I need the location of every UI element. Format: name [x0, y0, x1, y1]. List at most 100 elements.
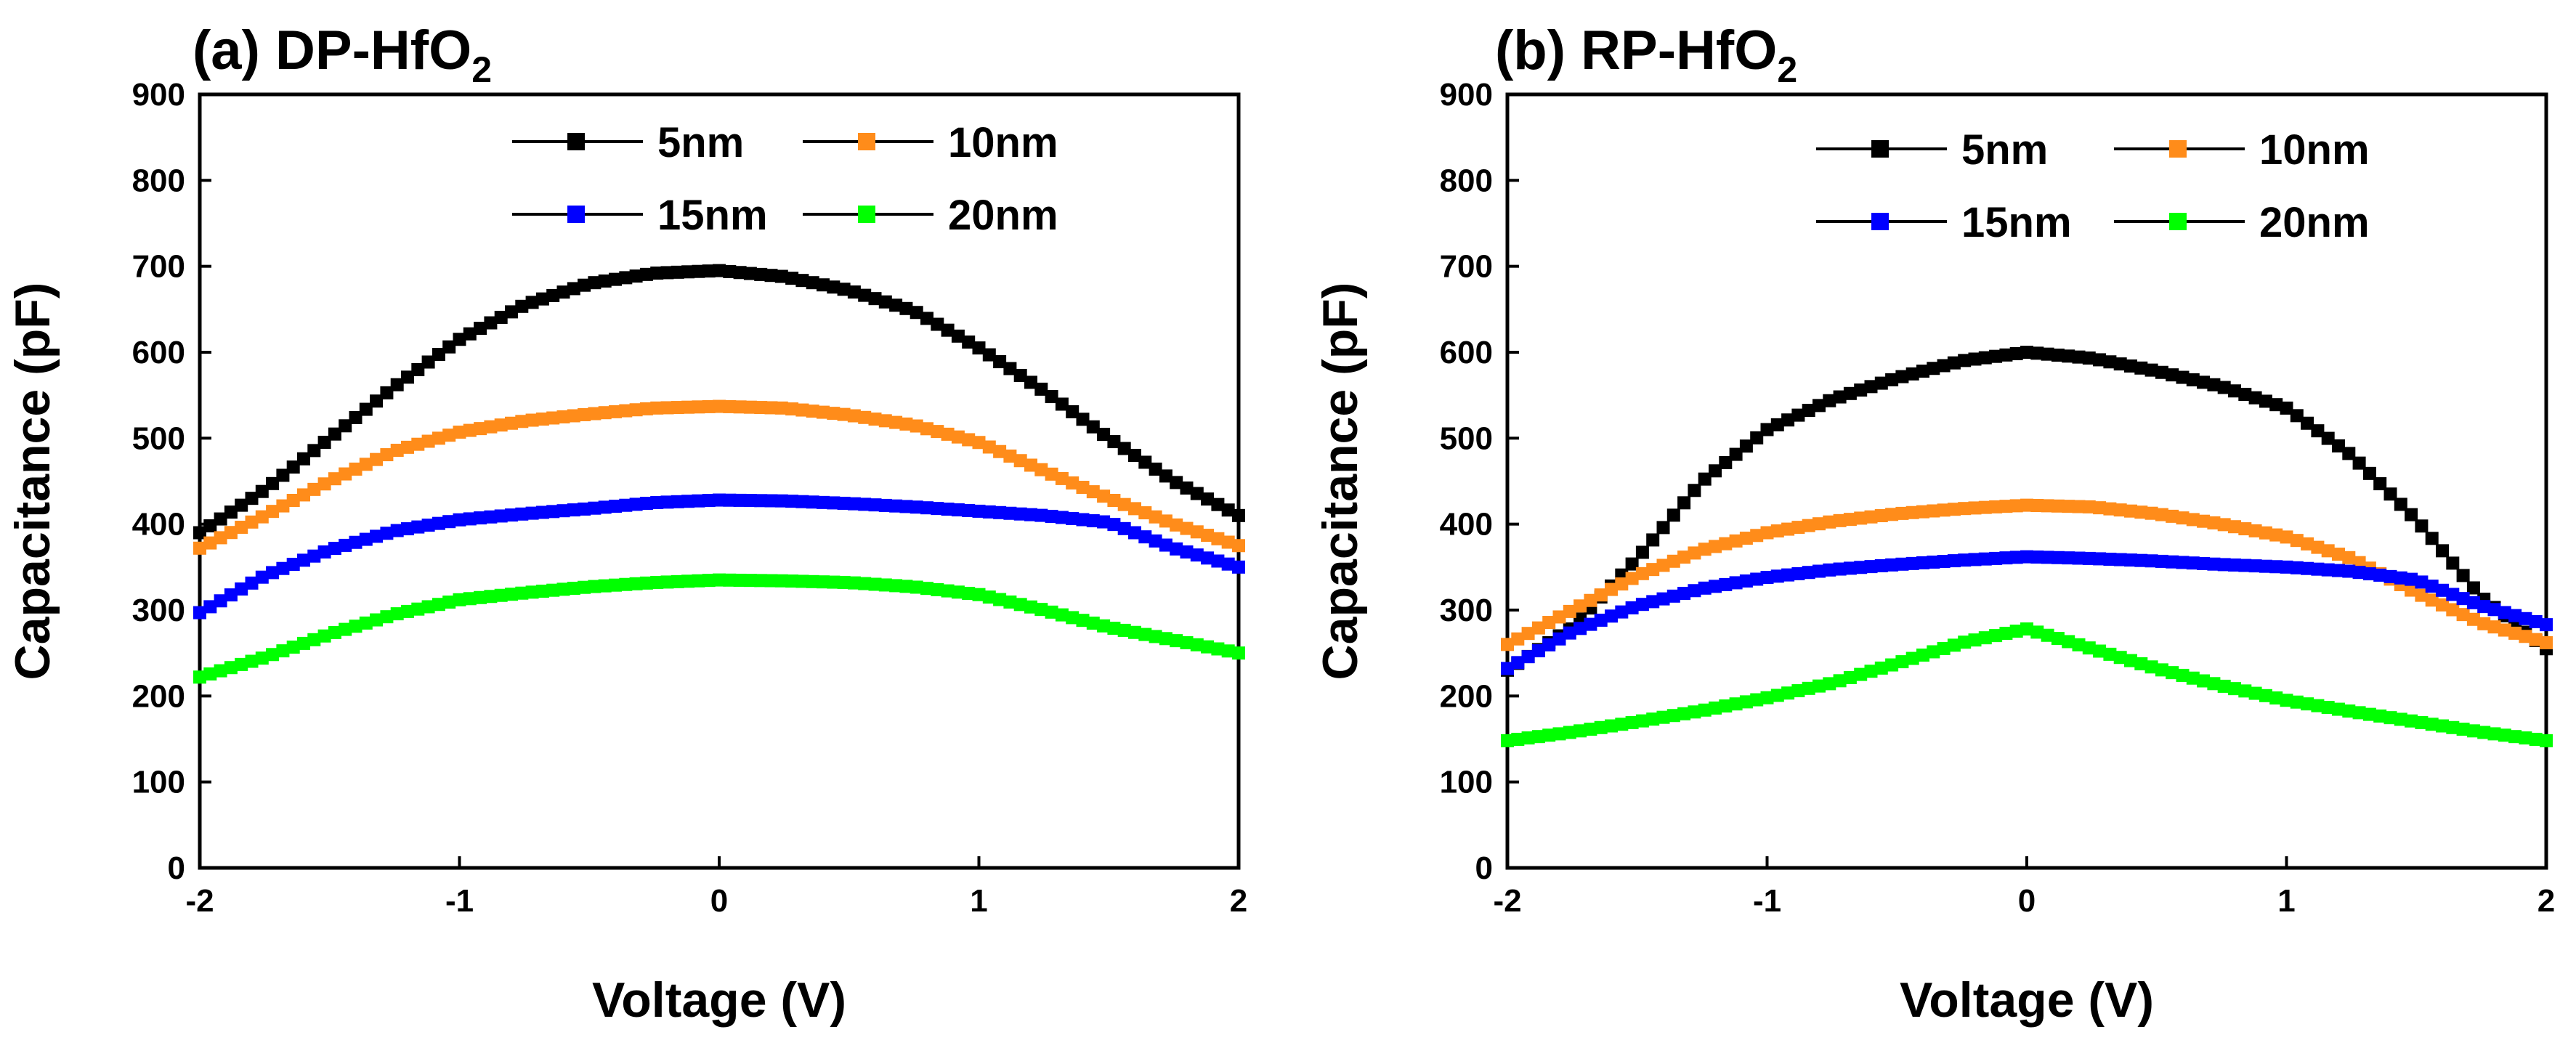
data-point: [1024, 600, 1037, 614]
data-point: [2062, 500, 2075, 513]
data-point: [1854, 511, 1868, 525]
data-point: [1138, 455, 1152, 469]
data-point: [2529, 732, 2543, 746]
data-point: [817, 278, 830, 292]
data-point: [827, 407, 841, 421]
data-point: [1833, 674, 1847, 688]
data-point: [660, 401, 674, 415]
data-point: [910, 419, 923, 433]
data-point: [899, 500, 913, 513]
data-point: [920, 501, 933, 515]
data-point: [442, 515, 456, 529]
data-point: [2051, 499, 2065, 513]
data-point: [2394, 571, 2407, 585]
data-point: [588, 580, 602, 593]
data-point: [2352, 566, 2366, 580]
data-point: [1656, 521, 1670, 535]
data-point: [899, 580, 913, 593]
data-point: [619, 404, 633, 418]
data-point: [1573, 724, 1587, 738]
data-point: [1531, 621, 1545, 635]
data-point: [2186, 556, 2200, 570]
legend-marker: [567, 133, 585, 150]
legend-marker: [1871, 213, 1889, 230]
data-point: [743, 400, 757, 414]
data-point: [1989, 551, 2003, 565]
data-point: [2446, 588, 2460, 601]
data-point: [733, 400, 747, 414]
data-point: [2362, 466, 2376, 480]
data-point: [224, 505, 238, 519]
data-point: [370, 529, 384, 543]
data-point: [1770, 418, 1784, 431]
data-point: [2466, 596, 2480, 609]
data-point: [1874, 376, 1888, 390]
data-point: [920, 582, 933, 596]
data-point: [214, 664, 227, 678]
data-point: [1864, 380, 1878, 394]
chart-panel-b: 0 100 200 300 400 500 600 700 800 900 -2 -1 0 1 2 Volta…: [1313, 20, 2555, 1028]
data-point: [255, 510, 269, 524]
data-point: [920, 422, 933, 436]
y-tick-label: 600: [132, 335, 185, 370]
data-point: [1999, 551, 2013, 565]
data-point: [2436, 719, 2449, 733]
data-point: [1615, 718, 1629, 731]
data-point: [411, 520, 425, 534]
data-point: [349, 620, 362, 633]
data-point: [245, 576, 259, 590]
data-point: [1989, 500, 2003, 513]
data-point: [2301, 537, 2314, 551]
data-point: [743, 267, 757, 280]
data-point: [224, 526, 238, 540]
data-point: [1999, 348, 2013, 362]
data-point: [567, 282, 580, 296]
data-point: [2415, 588, 2429, 602]
data-point: [2238, 387, 2252, 401]
data-point: [390, 444, 404, 458]
data-point: [2311, 699, 2325, 712]
data-point: [598, 274, 612, 288]
legend-label: 20nm: [948, 192, 1058, 239]
data-point: [1968, 501, 1982, 515]
data-point: [297, 488, 310, 502]
legend-item-10nm: 10nm: [2114, 126, 2370, 174]
data-point: [1770, 569, 1784, 583]
data-point: [858, 288, 872, 302]
data-point: [1874, 661, 1888, 675]
data-point: [1895, 655, 1909, 669]
data-point: [795, 495, 809, 508]
data-point: [920, 312, 933, 325]
data-point: [2176, 556, 2190, 569]
data-point: [2373, 568, 2387, 582]
data-point: [785, 495, 799, 508]
legend-marker: [1871, 140, 1889, 158]
data-point: [505, 508, 518, 522]
data-point: [1159, 632, 1172, 646]
data-point: [941, 323, 955, 337]
data-point: [1180, 481, 1194, 495]
data-point: [556, 410, 570, 423]
data-point: [494, 588, 508, 602]
data-point: [2280, 401, 2293, 415]
data-point: [2217, 381, 2231, 394]
legend-label: 15nm: [657, 192, 768, 239]
data-point: [1843, 670, 1857, 684]
data-point: [1677, 496, 1691, 510]
data-point: [1055, 511, 1069, 524]
data-point: [1646, 712, 1660, 726]
data-point: [2301, 561, 2314, 575]
data-point: [1937, 641, 1951, 655]
data-point: [432, 431, 445, 445]
data-point: [2041, 628, 2054, 642]
data-point: [1947, 554, 1961, 568]
data-point: [1885, 558, 1899, 572]
y-tick-label: 600: [1440, 335, 1493, 370]
data-point: [1999, 627, 2013, 641]
y-axis-title: Capacitance (pF): [1313, 283, 1368, 681]
series-5nm: [193, 264, 1245, 540]
data-point: [1666, 709, 1680, 723]
data-point: [619, 271, 633, 285]
data-point: [2082, 351, 2096, 365]
data-point: [931, 502, 944, 516]
